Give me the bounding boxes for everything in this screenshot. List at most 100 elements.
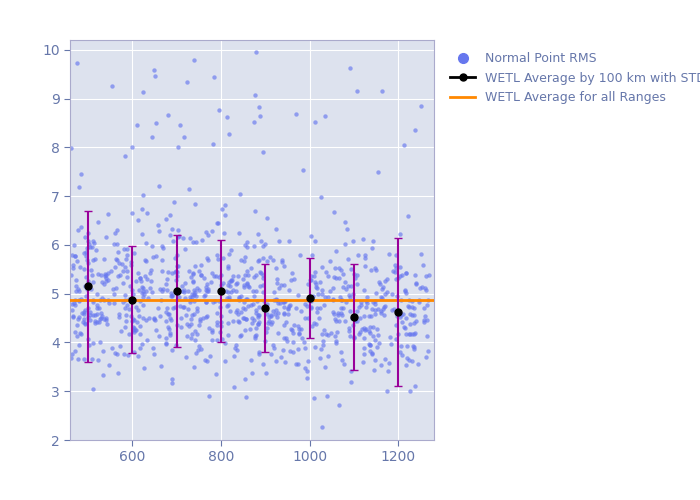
Point <box>346 265 357 273</box>
Point <box>152 221 163 229</box>
Point <box>365 312 377 320</box>
Point <box>96 312 107 320</box>
Point <box>173 143 184 151</box>
Point <box>402 302 414 310</box>
Point <box>197 236 208 244</box>
Point <box>423 346 434 354</box>
Point <box>261 257 272 265</box>
Point <box>200 284 211 292</box>
Point <box>241 280 253 288</box>
Point <box>233 296 244 304</box>
Point <box>328 310 339 318</box>
Point <box>125 282 136 290</box>
Point <box>309 343 321 351</box>
Point <box>424 271 435 279</box>
Point <box>283 286 294 294</box>
Point <box>287 348 298 356</box>
Point <box>69 296 80 304</box>
Point <box>421 286 432 294</box>
Point <box>246 320 258 328</box>
Point <box>246 302 257 310</box>
Point <box>409 346 420 354</box>
Point <box>177 234 188 241</box>
Point <box>80 282 91 290</box>
Point <box>290 304 302 312</box>
Point <box>72 356 83 364</box>
Point <box>207 298 218 306</box>
Point <box>267 256 278 264</box>
Point <box>410 328 421 336</box>
Point <box>248 242 259 250</box>
Point <box>193 346 204 354</box>
Point <box>347 320 358 328</box>
Point <box>188 296 199 304</box>
Point <box>375 292 386 300</box>
Point <box>119 262 130 270</box>
Point <box>150 119 162 127</box>
Point <box>190 292 202 300</box>
Point <box>376 361 387 369</box>
Point <box>134 344 146 352</box>
Point <box>189 288 200 296</box>
Point <box>279 303 290 311</box>
Point <box>267 342 279 349</box>
Point <box>310 280 321 288</box>
Point <box>211 309 223 317</box>
Point <box>327 296 338 304</box>
Point <box>83 280 94 288</box>
Point <box>311 320 322 328</box>
Point <box>335 296 346 304</box>
Point <box>113 369 124 377</box>
Point <box>104 299 115 307</box>
Point <box>352 87 363 95</box>
Point <box>220 288 232 296</box>
Point <box>325 286 336 294</box>
Point <box>109 229 120 237</box>
Point <box>312 308 323 316</box>
Point <box>330 274 341 282</box>
Point <box>264 313 275 321</box>
Point <box>364 347 375 355</box>
Point <box>270 296 281 304</box>
Point <box>371 324 382 332</box>
Point <box>127 326 139 334</box>
Point <box>200 313 211 321</box>
Point <box>160 340 172 348</box>
Point <box>254 311 265 319</box>
Point <box>278 298 289 306</box>
Point <box>407 311 418 319</box>
Point <box>403 304 414 312</box>
Point <box>74 330 85 338</box>
Point <box>265 350 276 358</box>
Point <box>91 310 102 318</box>
Point <box>339 360 350 368</box>
Point <box>129 324 140 332</box>
Point <box>293 344 304 352</box>
Point <box>136 283 147 291</box>
Point <box>260 337 271 345</box>
Point <box>267 318 278 326</box>
Point <box>368 323 379 331</box>
Point <box>96 278 107 286</box>
Point <box>295 307 307 315</box>
Point <box>140 316 151 324</box>
Point <box>95 338 106 346</box>
Point <box>398 142 409 150</box>
Point <box>133 306 144 314</box>
Point <box>188 286 199 294</box>
Point <box>384 333 395 341</box>
Point <box>167 292 178 300</box>
Point <box>239 280 250 288</box>
Point <box>344 64 356 72</box>
Point <box>157 242 168 250</box>
Point <box>102 268 113 276</box>
Point <box>220 201 231 209</box>
Point <box>318 301 329 309</box>
Point <box>189 336 200 344</box>
Point <box>386 290 398 298</box>
Point <box>276 258 288 266</box>
Point <box>373 168 384 176</box>
Point <box>98 296 109 304</box>
Point <box>172 320 183 328</box>
Point <box>312 284 323 292</box>
